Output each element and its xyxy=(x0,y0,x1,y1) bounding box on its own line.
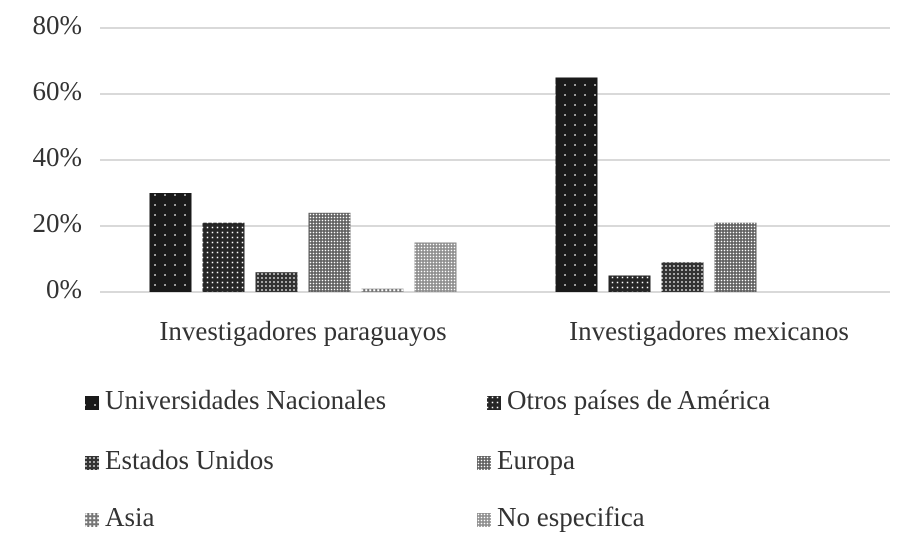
x-tick-label: Investigadores mexicanos xyxy=(569,316,849,346)
legend-swatch xyxy=(487,396,501,410)
x-tick-label: Investigadores paraguayos xyxy=(159,316,446,346)
bar xyxy=(714,222,757,292)
legend-label: Otros países de América xyxy=(507,385,770,415)
legend-label: Europa xyxy=(497,445,575,475)
bar xyxy=(202,222,245,292)
y-tick-label: 20% xyxy=(33,208,83,238)
legend-swatch xyxy=(477,513,491,527)
y-tick-label: 0% xyxy=(46,274,82,304)
bar xyxy=(555,77,598,292)
legend-swatch xyxy=(477,456,491,470)
legend-label: Estados Unidos xyxy=(105,445,274,475)
legend-label: Universidades Nacionales xyxy=(105,385,386,415)
bar xyxy=(308,212,351,292)
bar xyxy=(661,262,704,292)
bar xyxy=(361,288,404,292)
bar xyxy=(608,275,651,292)
legend-swatch xyxy=(85,456,99,470)
bar xyxy=(255,272,298,292)
legend-label: No especifica xyxy=(497,502,645,532)
legend-label: Asia xyxy=(105,502,155,532)
y-tick-label: 40% xyxy=(33,142,83,172)
bar xyxy=(149,193,192,292)
y-tick-label: 60% xyxy=(33,76,83,106)
bar xyxy=(414,242,457,292)
legend-swatch xyxy=(85,513,99,527)
legend-swatch xyxy=(85,396,99,410)
y-tick-label: 80% xyxy=(33,10,83,40)
